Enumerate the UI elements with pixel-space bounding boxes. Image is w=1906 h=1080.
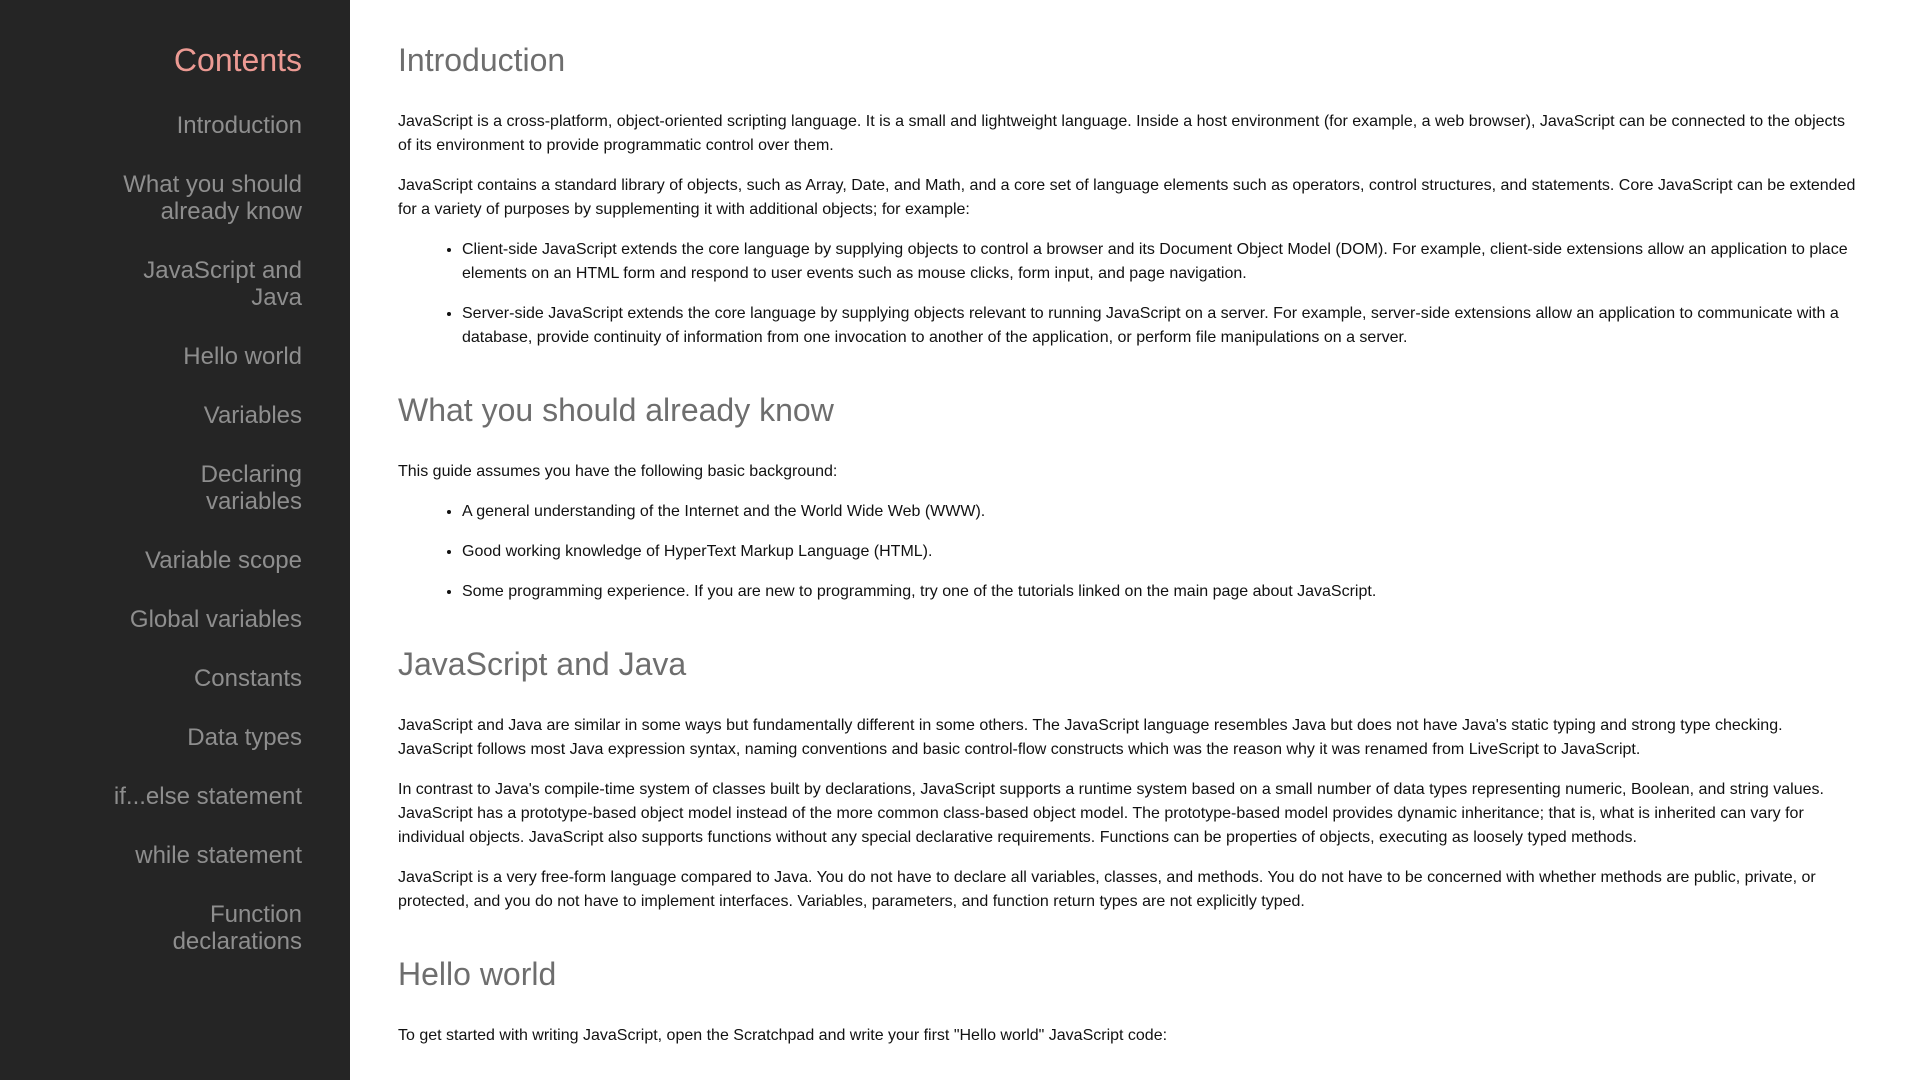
- section-what-you-should-already-know: What you should already know This guide …: [398, 390, 1860, 604]
- main-content: Introduction JavaScript is a cross-platf…: [350, 0, 1906, 1080]
- sidebar-item-variables[interactable]: Variables: [203, 402, 302, 429]
- sidebar-item-data-types[interactable]: Data types: [187, 724, 302, 751]
- section-heading: What you should already know: [398, 392, 834, 428]
- sidebar-title: Contents: [173, 42, 302, 78]
- section-javascript-and-java: JavaScript and Java JavaScript and Java …: [398, 644, 1860, 914]
- section-hello-world: Hello world To get started with writing …: [398, 954, 1860, 1048]
- sidebar-item-variable-scope[interactable]: Variable scope: [145, 547, 302, 574]
- paragraph: JavaScript contains a standard library o…: [398, 177, 1856, 218]
- bullet-list: A general understanding of the Internet …: [398, 500, 1860, 604]
- sidebar-item-declaring-variables[interactable]: Declaring variables: [200, 461, 302, 515]
- sidebar-nav: Introduction What you should already kno…: [0, 112, 302, 955]
- sidebar-item-what-you-should-already-know[interactable]: What you should already know: [123, 171, 302, 225]
- section-heading: Hello world: [398, 956, 557, 992]
- sidebar-item-javascript-and-java[interactable]: JavaScript and Java: [143, 257, 302, 311]
- section-heading: Introduction: [398, 42, 566, 78]
- sidebar: Contents Introduction What you should al…: [0, 0, 350, 1080]
- paragraph: This guide assumes you have the followin…: [398, 463, 838, 480]
- paragraph: JavaScript is a very free-form language …: [398, 869, 1816, 910]
- sidebar-item-introduction[interactable]: Introduction: [176, 112, 302, 139]
- list-item: A general understanding of the Internet …: [462, 500, 1860, 524]
- sidebar-item-if-else-statement[interactable]: if...else statement: [113, 783, 302, 810]
- section-heading: JavaScript and Java: [398, 646, 687, 682]
- sidebar-item-function-declarations[interactable]: Function declarations: [172, 901, 302, 955]
- list-item: Client-side JavaScript extends the core …: [462, 238, 1860, 286]
- sidebar-item-constants[interactable]: Constants: [193, 665, 302, 692]
- list-item: Server-side JavaScript extends the core …: [462, 302, 1860, 350]
- section-introduction: Introduction JavaScript is a cross-platf…: [398, 40, 1860, 350]
- list-item: Good working knowledge of HyperText Mark…: [462, 540, 1860, 564]
- sidebar-item-while-statement[interactable]: while statement: [135, 842, 302, 869]
- paragraph: JavaScript is a cross-platform, object-o…: [398, 113, 1845, 154]
- bullet-list: Client-side JavaScript extends the core …: [398, 238, 1860, 350]
- paragraph: To get started with writing JavaScript, …: [398, 1027, 1168, 1044]
- paragraph: JavaScript and Java are similar in some …: [398, 717, 1783, 758]
- list-item: Some programming experience. If you are …: [462, 580, 1860, 604]
- sidebar-item-global-variables[interactable]: Global variables: [129, 606, 302, 633]
- sidebar-item-hello-world[interactable]: Hello world: [183, 343, 302, 370]
- paragraph: In contrast to Java's compile-time syste…: [398, 781, 1824, 846]
